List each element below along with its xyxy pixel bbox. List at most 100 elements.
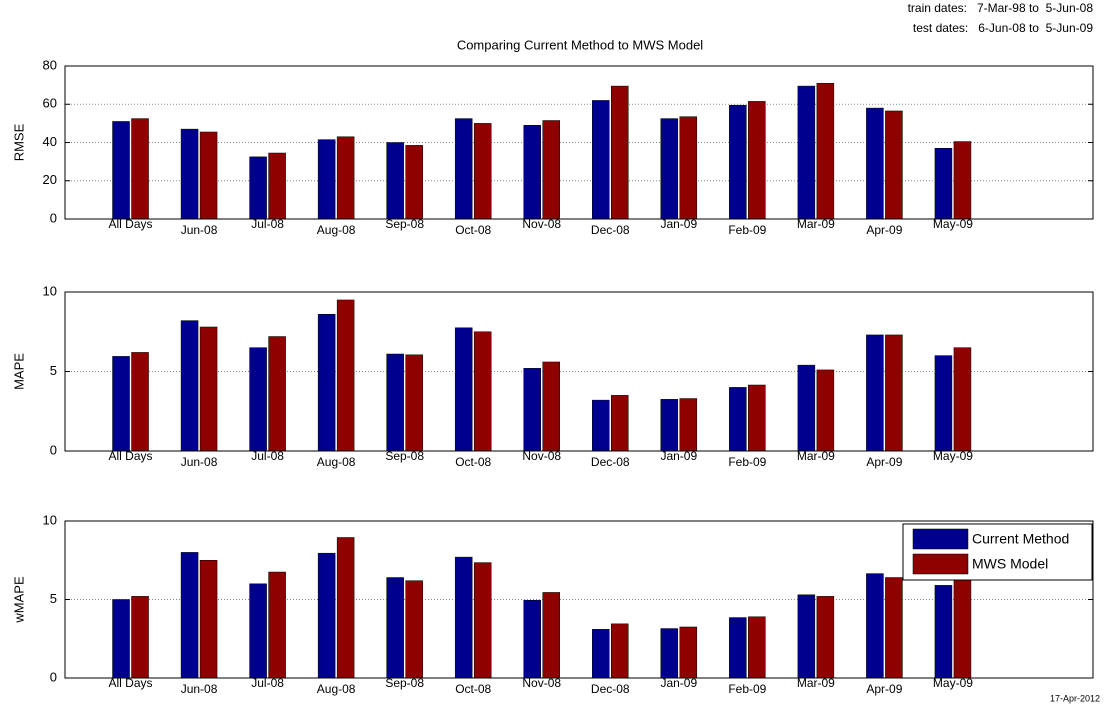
x-tick-label: Oct-08 (455, 223, 491, 237)
bar (405, 145, 423, 220)
bar (953, 141, 972, 220)
bar (268, 571, 286, 679)
y-axis-label: MAPE (11, 353, 26, 390)
bar (336, 136, 355, 220)
bar (934, 355, 953, 452)
bar (454, 327, 473, 452)
bar (729, 617, 747, 679)
bar (386, 142, 404, 220)
bar (592, 629, 610, 679)
x-tick-label: Nov-08 (522, 449, 561, 463)
y-tick-label: 10 (43, 283, 57, 298)
bar (660, 628, 679, 679)
legend-label: MWS Model (972, 556, 1048, 572)
bar (249, 347, 267, 452)
bar (523, 125, 541, 220)
bar (473, 562, 492, 679)
bar (592, 100, 610, 220)
bar (180, 552, 199, 679)
bar (473, 123, 492, 220)
bar (885, 334, 903, 452)
x-tick-label: Oct-08 (455, 682, 491, 696)
bar (748, 384, 766, 452)
x-tick-label: Dec-08 (591, 455, 630, 469)
legend-swatch (912, 528, 969, 550)
bar (268, 152, 286, 220)
bar (249, 583, 267, 679)
bar (386, 577, 404, 679)
bar (748, 616, 766, 679)
x-tick-label: May-09 (933, 217, 973, 231)
bar (336, 537, 355, 679)
x-tick-label: Aug-08 (317, 223, 356, 237)
y-tick-label: 40 (43, 134, 57, 149)
legend-swatch (912, 553, 969, 575)
x-tick-label: May-09 (933, 676, 973, 690)
x-tick-label: Apr-09 (866, 682, 902, 696)
bar (454, 556, 473, 679)
bar (748, 101, 766, 220)
x-tick-label: Jun-08 (181, 455, 218, 469)
footer-date: 17-Apr-2012 (1050, 693, 1100, 703)
bar (816, 369, 835, 452)
y-axis-label: RMSE (11, 123, 26, 161)
x-tick-label: Mar-09 (797, 217, 835, 231)
bar (112, 599, 130, 679)
bar (180, 128, 199, 220)
x-tick-label: Jul-08 (251, 676, 284, 690)
bar (660, 399, 679, 452)
bar (729, 104, 747, 220)
bar (611, 85, 629, 220)
y-tick-label: 10 (43, 512, 57, 527)
bar (405, 354, 423, 452)
y-tick-label: 60 (43, 96, 57, 111)
y-tick-label: 0 (50, 669, 57, 684)
x-tick-label: Nov-08 (522, 217, 561, 231)
x-tick-label: Sep-08 (385, 676, 424, 690)
bar (454, 118, 473, 220)
bar (317, 552, 336, 679)
bar (317, 139, 336, 220)
x-tick-label: Sep-08 (385, 449, 424, 463)
bar (866, 573, 884, 679)
bar (679, 398, 698, 452)
bar (523, 600, 541, 679)
bar (611, 395, 629, 452)
bar (885, 577, 903, 679)
y-tick-label: 80 (43, 57, 57, 72)
y-tick-label: 5 (50, 363, 57, 378)
x-tick-label: Dec-08 (591, 682, 630, 696)
test-dates: test dates: 6-Jun-08 to 5-Jun-09 (913, 21, 1093, 35)
bar (592, 399, 610, 452)
x-tick-label: May-09 (933, 449, 973, 463)
bar (885, 110, 903, 220)
bar (953, 577, 972, 679)
bar (934, 585, 953, 679)
bar (131, 118, 149, 220)
bar (679, 626, 698, 679)
bar (679, 116, 698, 220)
legend-label: Current Method (972, 531, 1069, 547)
bar (199, 560, 218, 679)
bar (797, 594, 816, 679)
bar (112, 121, 130, 220)
bar (199, 326, 218, 452)
x-tick-label: Feb-09 (728, 223, 766, 237)
bar (180, 320, 199, 452)
bar (797, 85, 816, 220)
x-tick-label: Mar-09 (797, 676, 835, 690)
bar (729, 387, 747, 452)
axes-box (64, 291, 1094, 452)
x-tick-label: Apr-09 (866, 223, 902, 237)
bar (542, 120, 560, 220)
x-tick-label: All Days (109, 217, 153, 231)
x-tick-label: Jun-08 (181, 682, 218, 696)
y-tick-label: 5 (50, 591, 57, 606)
bar (336, 299, 355, 452)
bar (386, 353, 404, 452)
bar (866, 107, 884, 220)
bar (797, 364, 816, 452)
y-tick-label: 0 (50, 442, 57, 457)
bar (268, 336, 286, 452)
x-tick-label: Sep-08 (385, 217, 424, 231)
